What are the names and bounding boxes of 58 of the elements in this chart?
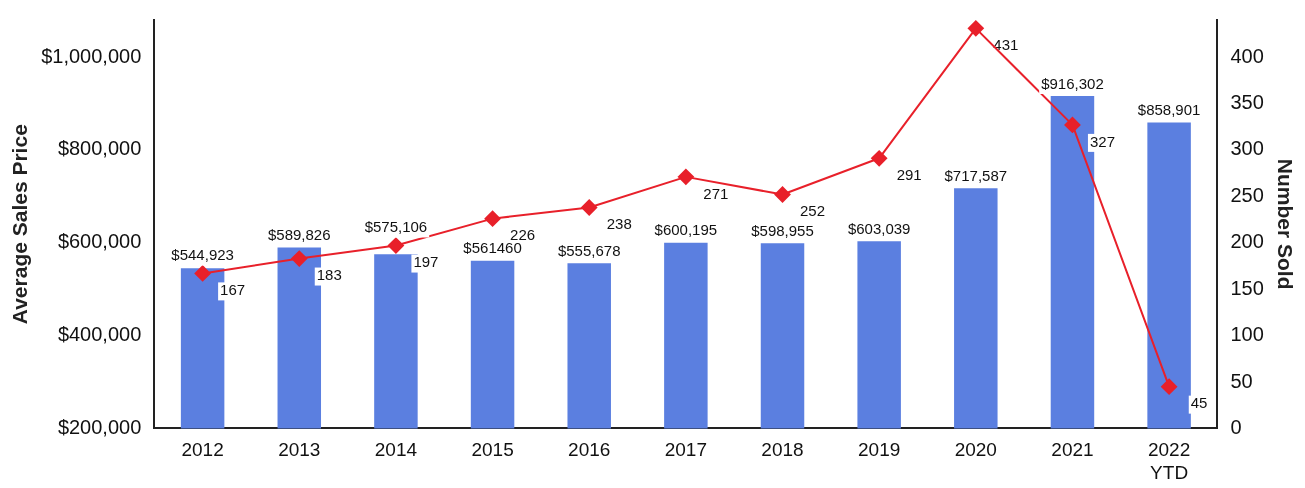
y2-tick-label: 300	[1230, 137, 1264, 160]
x-tick-label: 2014	[374, 439, 418, 461]
point	[194, 265, 211, 282]
data-label: $598,955	[751, 221, 814, 239]
data-label: 183	[316, 266, 342, 284]
x-tick-label: 2022 YTD	[1147, 439, 1191, 483]
data-label: $916,302	[1041, 74, 1104, 92]
data-label: $603,039	[847, 219, 911, 237]
x-tick-label: 2020	[954, 439, 997, 461]
y2-tick-label: 50	[1230, 369, 1253, 392]
data-label: $555,678	[557, 241, 621, 259]
y2-tick-label: 100	[1230, 323, 1264, 346]
data-label: 167	[220, 281, 246, 299]
data-label: 45	[1190, 394, 1208, 412]
x-tick-label: 2021	[1051, 439, 1094, 461]
x-tick-label: 2017	[664, 439, 707, 461]
point	[774, 186, 791, 203]
x-tick-label: 2015	[471, 439, 514, 461]
data-label: 327	[1089, 132, 1115, 150]
point	[1161, 378, 1178, 395]
data-label: 197	[413, 253, 439, 271]
y2-tick-label: 400	[1230, 44, 1264, 67]
y2-tick-label: 0	[1230, 415, 1242, 438]
point	[291, 250, 308, 267]
point	[871, 150, 888, 167]
data-label: $589,826	[267, 226, 331, 244]
point	[1064, 116, 1081, 133]
x-tick-label: 2019	[858, 439, 901, 461]
point	[677, 168, 694, 185]
y2-tick-label: 150	[1230, 276, 1264, 299]
data-label: 271	[703, 184, 729, 202]
data-label: $600,195	[654, 221, 718, 239]
y-axis-title: Average Sales Price	[8, 124, 32, 325]
data-label: 238	[606, 215, 632, 233]
data-label: $575,106	[364, 218, 428, 236]
y2-tick-label: 350	[1230, 91, 1264, 114]
point	[581, 199, 598, 216]
y-tick-label: $200,000	[57, 415, 142, 438]
data-label: $717,587	[944, 166, 1008, 184]
x-tick-label: 2013	[278, 439, 321, 461]
y-tick-label: $1,000,000	[41, 44, 142, 67]
y-tick-label: $800,000	[57, 137, 142, 160]
x-tick-label: 2016	[568, 439, 611, 461]
y2-axis-title: Number Sold	[1273, 158, 1297, 290]
y2-tick-label: 250	[1230, 183, 1264, 206]
y-tick-label: $400,000	[57, 323, 142, 346]
data-label: 252	[800, 202, 826, 220]
x-tick-label: 2012	[181, 439, 224, 461]
data-label: 291	[896, 165, 922, 183]
data-label: $544,923	[171, 246, 234, 264]
y-tick-label: $600,000	[57, 230, 142, 253]
data-label: $858,901	[1137, 101, 1201, 119]
point	[967, 20, 984, 37]
y2-tick-label: 200	[1230, 230, 1264, 253]
point	[484, 210, 501, 227]
point	[387, 237, 404, 254]
x-tick-label: 2018	[761, 439, 804, 461]
data-label: 431	[993, 35, 1019, 53]
